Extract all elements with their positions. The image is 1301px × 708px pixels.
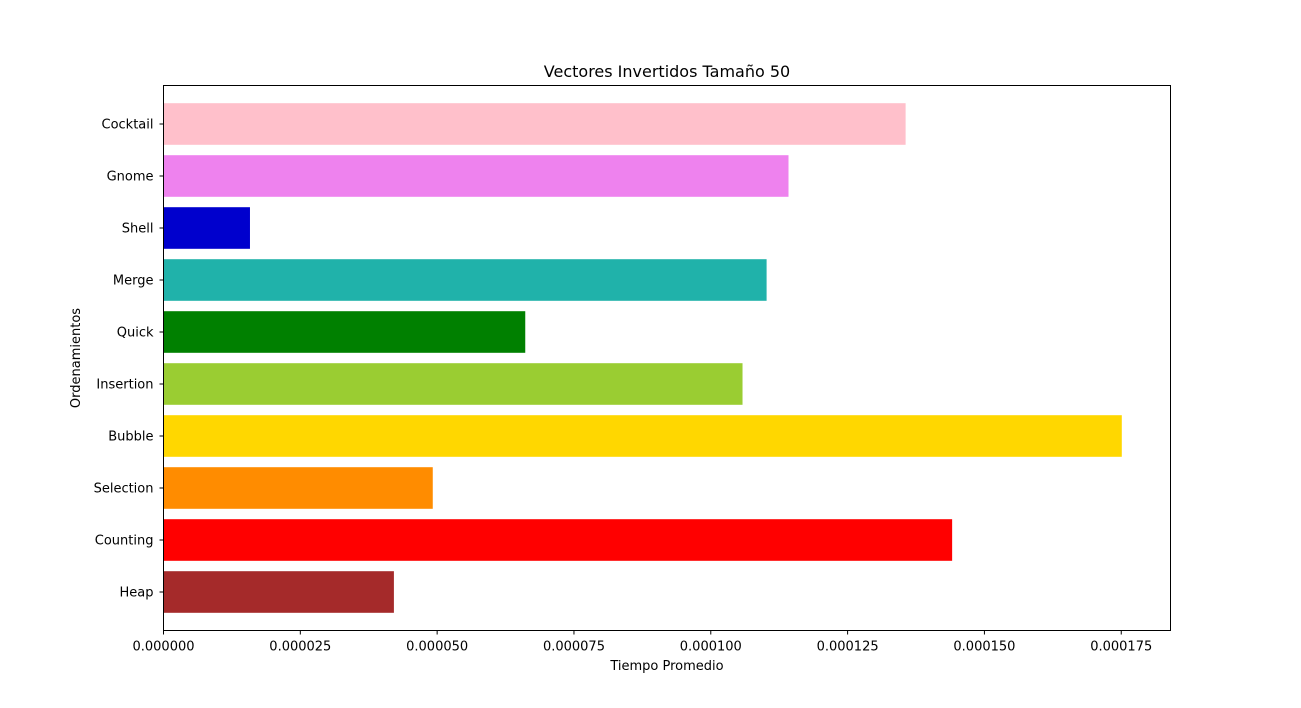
y-tick-label: Merge: [113, 274, 154, 289]
y-tick-label: Insertion: [96, 378, 153, 393]
x-tick-label: 0.000150: [953, 640, 1015, 655]
x-tick-label: 0.000000: [132, 640, 194, 655]
y-tick-label: Selection: [94, 482, 154, 497]
y-tick-label: Gnome: [107, 170, 154, 185]
x-tick-label: 0.000100: [680, 640, 742, 655]
bar-quick: [163, 311, 526, 353]
bar-gnome: [163, 155, 789, 197]
y-tick-label: Bubble: [108, 430, 153, 445]
bar-insertion: [163, 363, 743, 405]
bar-bubble: [163, 415, 1122, 457]
bar-heap: [163, 571, 394, 613]
x-tick-label: 0.000025: [269, 640, 331, 655]
bar-merge: [163, 259, 767, 301]
y-axis: Heap Counting Selection Bubble Insertion Quic…: [94, 118, 164, 601]
bar-shell: [163, 207, 250, 249]
x-tick-label: 0.000075: [543, 640, 605, 655]
x-axis-label: Tiempo Promedio: [609, 659, 723, 674]
y-tick-label: Counting: [95, 534, 154, 549]
y-tick-label: Shell: [122, 222, 154, 237]
y-tick-label: Heap: [120, 586, 154, 601]
x-tick-label: 0.000175: [1090, 640, 1152, 655]
chart-title: Vectores Invertidos Tamaño 50: [544, 62, 790, 81]
y-axis-label: Ordenamientos: [69, 308, 84, 408]
x-tick-label: 0.000050: [406, 640, 468, 655]
y-tick-label: Quick: [117, 326, 154, 341]
x-axis: 0.000000 0.000025 0.000050 0.000075 0.000100…: [132, 630, 1152, 655]
bars-layer: [163, 103, 1122, 613]
x-tick-label: 0.000125: [817, 640, 879, 655]
bar-cocktail: [163, 103, 906, 145]
plot-frame: [163, 85, 1171, 631]
bar-selection: [163, 467, 433, 509]
bar-counting: [163, 519, 953, 561]
y-tick-label: Cocktail: [102, 118, 154, 133]
